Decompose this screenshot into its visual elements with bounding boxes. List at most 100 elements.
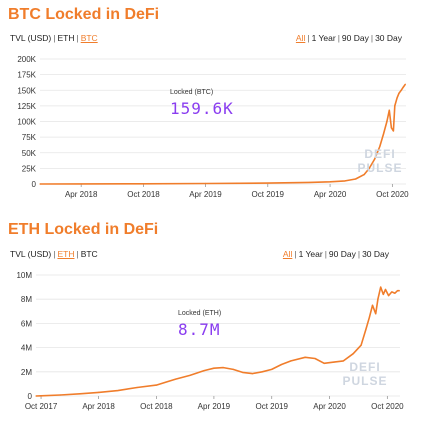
- y-tick-label: 125K: [17, 102, 36, 111]
- x-tick-label: Oct 2020: [376, 190, 409, 199]
- x-tick-label: Apr 2019: [198, 402, 231, 411]
- eth-chart[interactable]: 0 2M 4M 6M 8M 10M Oct 2017 Apr 2018 Oct 2018 Apr …: [0, 267, 425, 421]
- eth-unit-eth[interactable]: ETH: [57, 249, 75, 259]
- separator: |: [370, 33, 374, 43]
- eth-section: ETH Locked in DeFi TVL (USD) | ETH | BTC All…: [0, 215, 425, 421]
- btc-unit-btc[interactable]: BTC: [80, 33, 98, 43]
- data-point: [398, 92, 400, 94]
- annotation-value: 159.6K: [170, 99, 234, 118]
- annotation-label: Locked (BTC): [170, 89, 213, 96]
- btc-unit-tvl[interactable]: TVL (USD): [10, 33, 52, 43]
- data-point: [374, 158, 376, 160]
- data-point: [380, 286, 382, 288]
- eth-range-90day[interactable]: 90 Day: [328, 249, 356, 259]
- x-tick-label: Oct 2018: [140, 402, 173, 411]
- eth-range-1year[interactable]: 1 Year: [298, 249, 323, 259]
- data-point: [280, 363, 283, 366]
- y-tick-label: 6M: [21, 319, 32, 328]
- data-point: [290, 360, 292, 362]
- data-point: [396, 97, 398, 99]
- data-point: [304, 356, 306, 358]
- btc-chart[interactable]: 0 25K 50K 75K 100K 125K 150K 175K 200K Apr 2018 Oc…: [0, 48, 425, 208]
- y-tick-label: 100K: [17, 118, 36, 127]
- data-point: [261, 371, 263, 373]
- data-point: [402, 86, 404, 88]
- x-tick-label: Oct 2019: [255, 402, 288, 411]
- btc-unit-selector: TVL (USD) | ETH | BTC: [10, 33, 98, 43]
- data-point: [355, 178, 357, 180]
- data-point: [386, 120, 388, 123]
- eth-unit-tvl[interactable]: TVL (USD): [10, 249, 52, 259]
- data-point: [309, 181, 311, 184]
- data-point: [384, 288, 387, 291]
- x-tick-label: Apr 2019: [189, 190, 222, 199]
- separator: |: [337, 33, 340, 43]
- y-tick-label: 0: [32, 180, 37, 189]
- data-point: [394, 292, 396, 294]
- data-point: [388, 294, 390, 297]
- btc-range-selector: All | 1 Year | 90 Day | 30 Day: [296, 33, 402, 43]
- data-point: [329, 181, 331, 183]
- data-point: [59, 394, 61, 396]
- y-tick-label: 200K: [17, 55, 36, 64]
- data-point: [388, 109, 390, 111]
- eth-range-all[interactable]: All: [282, 249, 293, 259]
- separator: |: [357, 249, 361, 259]
- btc-range-1year[interactable]: 1 Year: [311, 33, 336, 43]
- data-point: [344, 180, 346, 182]
- data-point: [365, 328, 367, 331]
- separator: |: [53, 249, 56, 259]
- y-tick-label: 150K: [17, 86, 36, 95]
- btc-unit-eth[interactable]: ETH: [57, 33, 75, 43]
- eth-unit-btc[interactable]: BTC: [80, 249, 98, 259]
- y-tick-label: 10M: [16, 271, 32, 280]
- data-point: [175, 378, 177, 380]
- btc-range-all[interactable]: All: [295, 33, 306, 43]
- btc-section: BTC Locked in DeFi TVL (USD) | ETH | BTC All…: [0, 0, 425, 210]
- x-tick-label: Oct 2018: [127, 190, 160, 199]
- y-tick-label: 75K: [22, 133, 37, 142]
- data-point: [222, 366, 224, 369]
- data-point: [267, 182, 269, 184]
- eth-unit-selector: TVL (USD) | ETH | BTC: [10, 249, 98, 259]
- x-tick-label: Apr 2020: [313, 402, 346, 411]
- data-point: [371, 304, 374, 306]
- separator: |: [324, 249, 327, 259]
- data-point: [142, 183, 145, 185]
- data-point: [213, 367, 215, 369]
- data-point: [333, 361, 335, 363]
- eth-chart-title: ETH Locked in DeFi: [8, 221, 159, 238]
- data-point: [400, 89, 402, 91]
- data-point: [323, 362, 325, 364]
- watermark-defi: DEFI: [349, 360, 380, 374]
- btc-range-90day[interactable]: 90 Day: [341, 33, 369, 43]
- eth-range-30day[interactable]: 30 Day: [362, 249, 389, 259]
- x-tick-label: Apr 2020: [314, 190, 347, 199]
- separator: |: [76, 249, 79, 259]
- data-point: [314, 357, 316, 360]
- data-point: [382, 293, 384, 295]
- separator: |: [76, 33, 79, 43]
- series-line: [39, 83, 406, 185]
- btc-range-30day[interactable]: 30 Day: [375, 33, 402, 43]
- watermark-pulse: PULSE: [342, 374, 387, 388]
- watermark-defi: DEFI: [364, 147, 395, 161]
- btc-chart-title: BTC Locked in DeFi: [8, 6, 160, 23]
- eth-range-selector: All | 1 Year | 90 Day | 30 Day: [283, 249, 389, 259]
- separator: |: [294, 249, 297, 259]
- data-point: [232, 368, 234, 370]
- annotation-value: 8.7M: [178, 320, 221, 339]
- data-point: [360, 344, 362, 346]
- x-tick-label: Apr 2018: [82, 402, 115, 411]
- y-tick-label: 25K: [22, 164, 37, 173]
- annotation-label: Locked (ETH): [178, 310, 221, 317]
- x-tick-label: Apr 2018: [65, 190, 98, 199]
- data-point: [391, 291, 393, 293]
- y-tick-label: 2M: [21, 368, 32, 377]
- data-point: [377, 298, 379, 300]
- data-point: [382, 133, 385, 135]
- y-tick-label: 0: [28, 392, 33, 401]
- y-tick-label: 50K: [22, 149, 37, 158]
- separator: |: [53, 33, 56, 43]
- data-point: [396, 290, 399, 292]
